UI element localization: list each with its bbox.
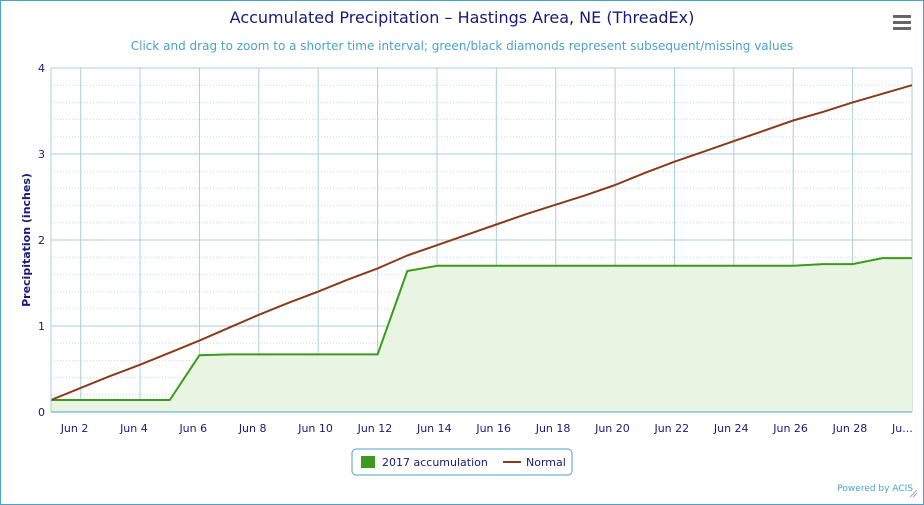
legend-label-normal: Normal <box>526 456 566 469</box>
y-tick-label: 2 <box>38 234 45 247</box>
x-tick-label: Jun 6 <box>178 422 207 435</box>
x-tick-label: Jun 4 <box>119 422 148 435</box>
x-tick-label: Jun 16 <box>475 422 511 435</box>
legend-swatch-2017 <box>361 456 375 468</box>
x-tick-label: Jun 14 <box>416 422 452 435</box>
legend-label-2017: 2017 accumulation <box>382 456 488 469</box>
y-axis-label: Precipitation (inches) <box>20 173 33 307</box>
x-tick-label: Jun 18 <box>535 422 571 435</box>
legend: 2017 accumulation Normal <box>351 448 573 476</box>
resize-handle-icon[interactable] <box>909 489 918 498</box>
x-tick-label: Jun 22 <box>653 422 689 435</box>
y-tick-label: 0 <box>38 406 45 419</box>
legend-item-normal[interactable]: Normal <box>503 456 566 469</box>
series-area-2017 <box>51 258 912 412</box>
credit-link[interactable]: Powered by ACIS <box>837 484 913 494</box>
series-line-normal[interactable] <box>50 84 913 401</box>
x-tick-label: Jun 2 <box>60 422 89 435</box>
chart-subtitle: Click and drag to zoom to a shorter time… <box>131 39 793 53</box>
x-tick-label: Jun 28 <box>832 422 868 435</box>
y-tick-label: 3 <box>38 148 45 161</box>
x-tick-label: Jun 26 <box>772 422 808 435</box>
y-tick-label: 4 <box>38 62 45 75</box>
hamburger-menu-icon[interactable] <box>893 15 911 30</box>
series-line-2017[interactable] <box>51 257 912 401</box>
x-tick-label: Jun 12 <box>357 422 393 435</box>
legend-item-2017[interactable]: 2017 accumulation <box>361 456 488 469</box>
x-tick-label: Ju... <box>891 422 913 435</box>
x-tick-label: Jun 24 <box>713 422 749 435</box>
x-tick-label: Jun 8 <box>238 422 267 435</box>
x-tick-label: Jun 10 <box>297 422 333 435</box>
series-layer <box>50 84 913 412</box>
y-tick-label: 1 <box>38 320 45 333</box>
axes: 0 1 2 3 4 Jun 2 Jun 4 Jun 6 Jun 8 Jun 10 Jun 12 Jun… <box>38 62 913 435</box>
chart-title: Accumulated Precipitation – Hastings Are… <box>230 8 695 27</box>
x-tick-label: Jun 20 <box>594 422 630 435</box>
